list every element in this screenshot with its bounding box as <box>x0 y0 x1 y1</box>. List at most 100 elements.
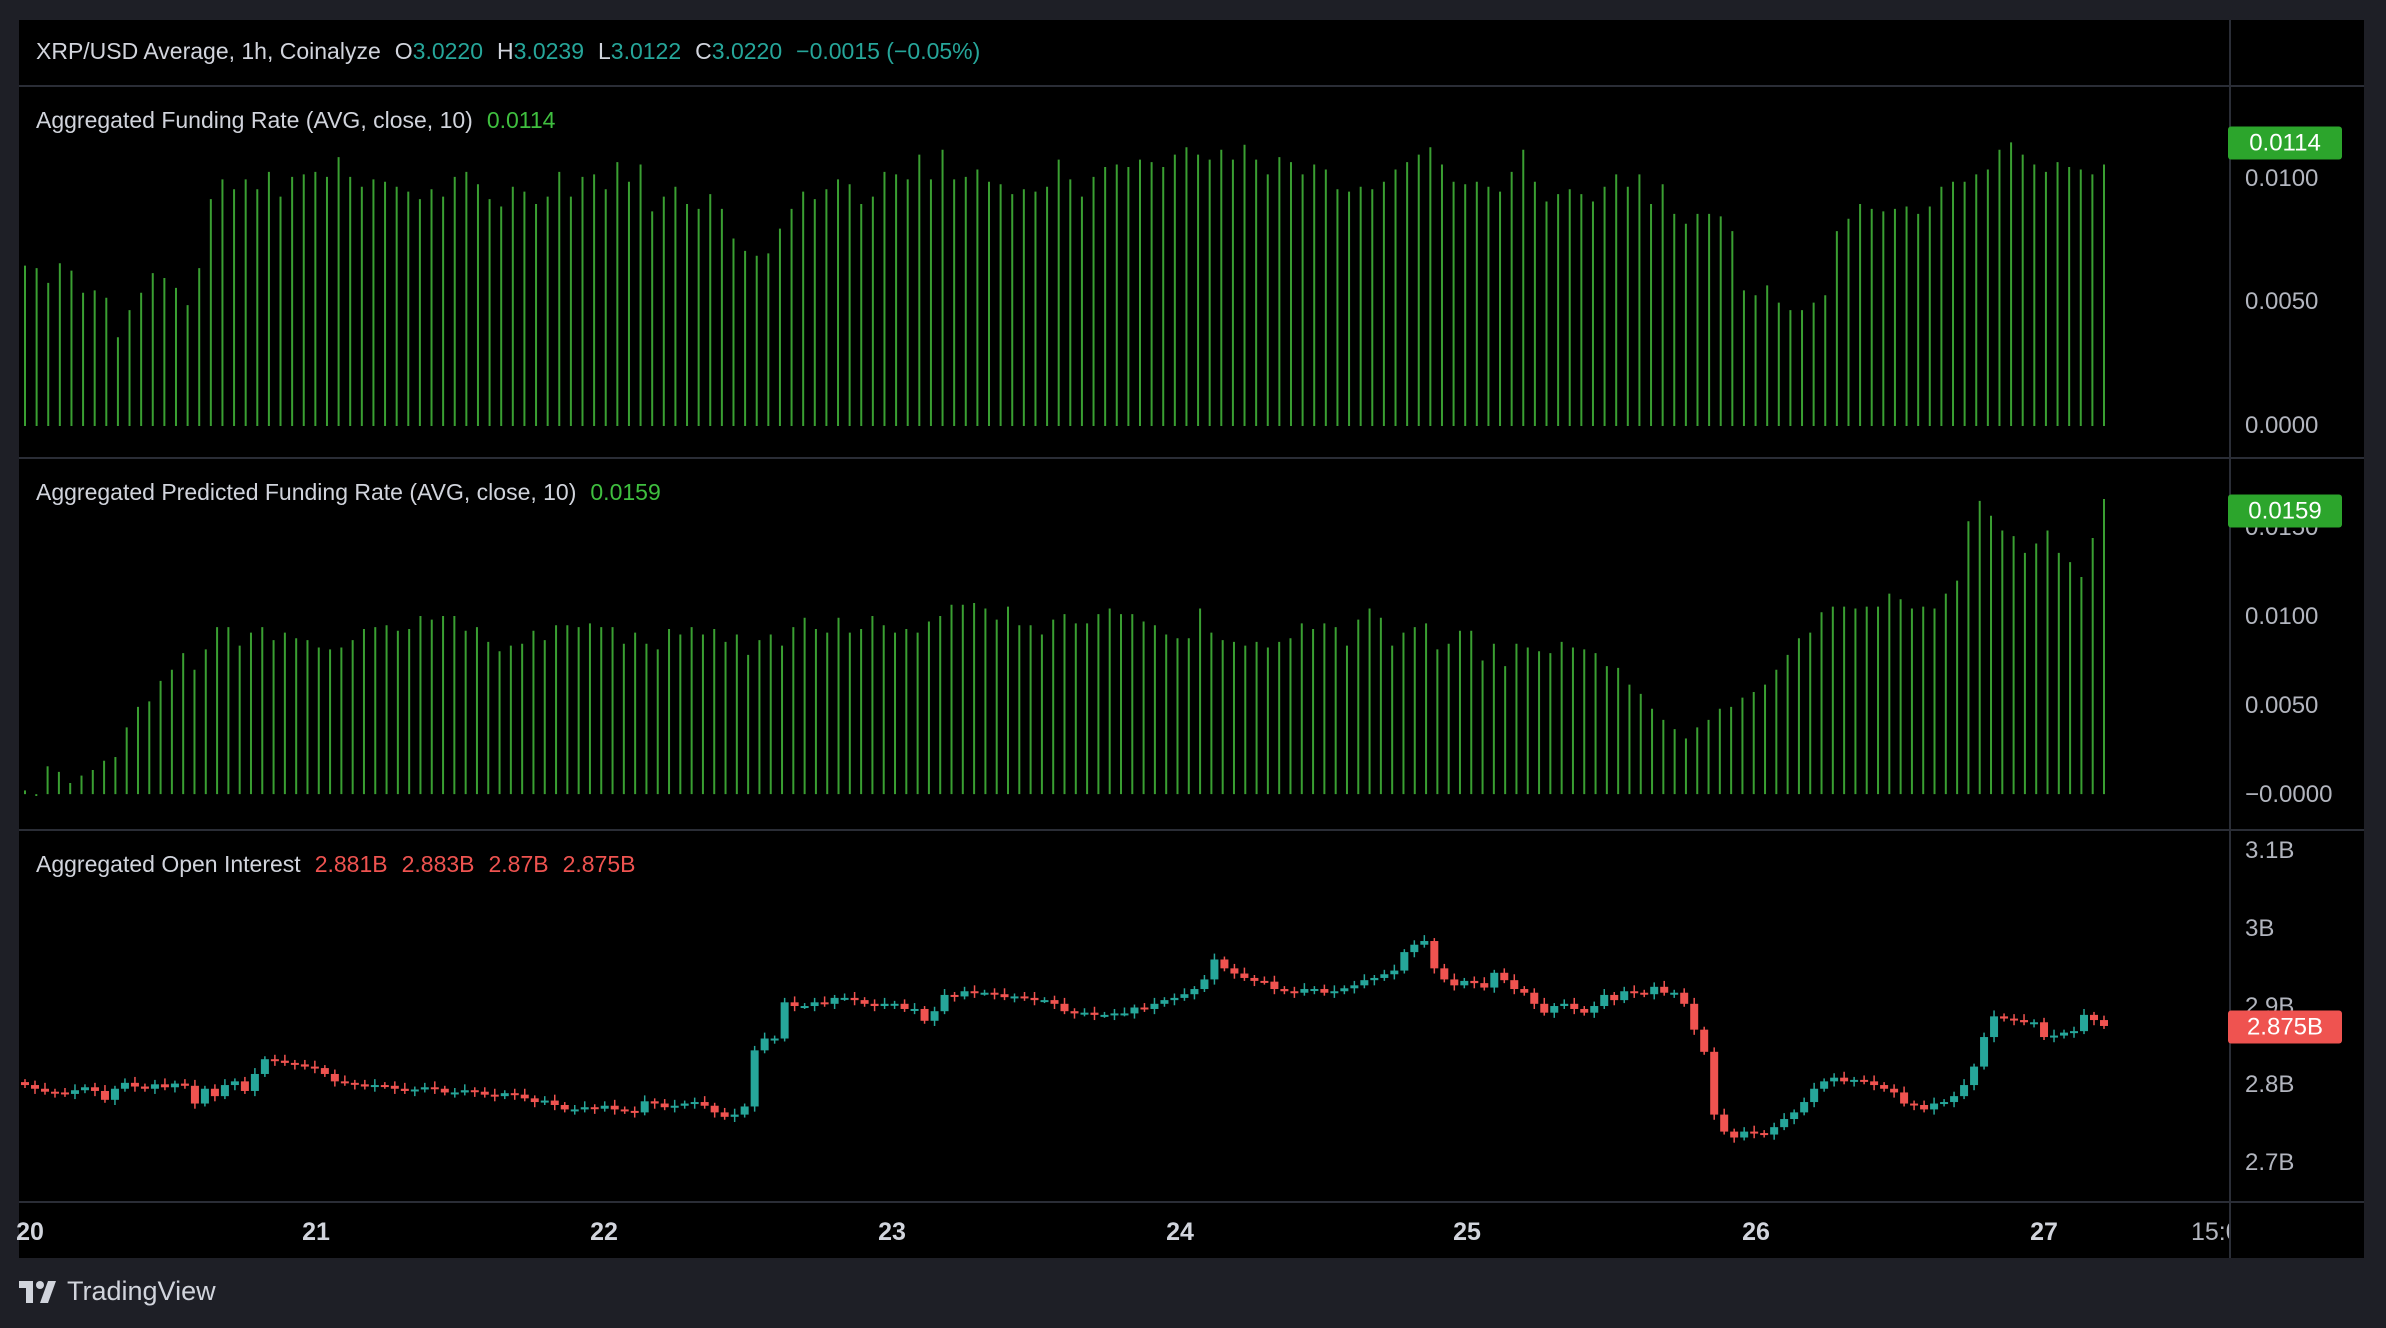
oi-candle-body <box>1090 1012 1099 1015</box>
oi-candle-body <box>970 991 979 994</box>
time-axis-label: 15:0 <box>2191 1218 2229 1246</box>
oi-candle-body <box>320 1068 329 1074</box>
oi-candle-body <box>1910 1103 1919 1106</box>
oi-candle-body <box>1810 1088 1819 1103</box>
oi-candle-body <box>630 1110 639 1113</box>
oi-candle-body <box>1830 1077 1839 1082</box>
symbol-title: XRP/USD Average, 1h, Coinalyze <box>36 38 381 64</box>
oi-candle-body <box>1650 986 1659 995</box>
predicted-axis-tick: 0.0050 <box>2245 692 2319 719</box>
oi-candle-body <box>150 1084 159 1089</box>
predicted-funding-legend[interactable]: Aggregated Predicted Funding Rate (AVG, … <box>36 479 675 506</box>
oi-candle-body <box>1930 1103 1939 1110</box>
oi-candle-body <box>1440 968 1449 980</box>
oi-candle-body <box>1030 997 1039 1001</box>
oi-candle-body <box>360 1084 369 1087</box>
oi-candle-body <box>2000 1016 2009 1019</box>
oi-candle-body <box>80 1087 89 1091</box>
oi-open-value: 2.881B <box>314 851 388 877</box>
funding-rate-title: Aggregated Funding Rate (AVG, close, 10) <box>36 107 473 133</box>
oi-candle-body <box>1430 941 1439 969</box>
oi-candle-body <box>820 1002 829 1005</box>
open-interest-legend[interactable]: Aggregated Open Interest 2.881B 2.883B 2.87… <box>36 851 650 878</box>
oi-candle-body <box>1070 1011 1079 1014</box>
tradingview-logo[interactable]: TradingView <box>19 1276 216 1307</box>
oi-candle-body <box>590 1107 599 1110</box>
oi-candle-body <box>1870 1081 1879 1086</box>
high-label: H <box>497 38 514 64</box>
oi-candle-body <box>1490 972 1499 988</box>
oi-candle-body <box>780 1002 789 1039</box>
pane-divider-2[interactable] <box>19 829 2364 831</box>
oi-candle-body <box>1190 989 1199 995</box>
oi-candle-body <box>40 1088 49 1092</box>
oi-candle-body <box>340 1081 349 1084</box>
oi-candle-body <box>1270 981 1279 990</box>
oi-candle-body <box>1050 1000 1059 1004</box>
oi-candle-body <box>850 997 859 1001</box>
time-axis-label: 27 <box>2030 1218 2058 1246</box>
oi-candle-body <box>510 1093 519 1096</box>
oi-candle-body <box>1040 1000 1049 1003</box>
oi-candle-body <box>920 1008 929 1021</box>
oi-candle-body <box>1620 991 1629 1001</box>
oi-candle-body <box>960 991 969 997</box>
tradingview-brand: TradingView <box>67 1276 216 1306</box>
oi-candle-body <box>1780 1119 1789 1128</box>
oi-candle-body <box>1340 988 1349 992</box>
oi-candle-body <box>210 1088 219 1097</box>
oi-candle-body <box>1450 979 1459 986</box>
low-value: 3.0122 <box>610 38 682 64</box>
oi-candle-body <box>120 1082 129 1089</box>
oi-candle-body <box>1310 989 1319 992</box>
oi-candle-body <box>100 1090 109 1100</box>
funding-last-value-badge: 0.0114 <box>2228 126 2342 160</box>
oi-candle-body <box>1460 980 1469 986</box>
oi-candle-body <box>1110 1013 1119 1016</box>
oi-candle-body <box>1890 1088 1899 1093</box>
oi-candle-body <box>840 997 849 1000</box>
oi-candle-body <box>490 1094 499 1097</box>
oi-candle-body <box>2070 1031 2079 1034</box>
oi-candle-body <box>1200 979 1209 990</box>
oi-candle-body <box>280 1060 289 1063</box>
oi-candle-body <box>2050 1035 2059 1038</box>
close-value: 3.0220 <box>711 38 783 64</box>
oi-candle-body <box>220 1085 229 1097</box>
oi-candle-body <box>1470 980 1479 984</box>
oi-candle-body <box>1670 992 1679 995</box>
oi-candle-body <box>60 1092 69 1095</box>
oi-candle-body <box>310 1066 319 1069</box>
predicted-last-value-badge: 0.0159 <box>2228 494 2342 528</box>
oi-candle-body <box>2010 1018 2019 1021</box>
symbol-legend[interactable]: XRP/USD Average, 1h, Coinalyze O3.0220 H3.… <box>36 38 994 65</box>
oi-candle-body <box>1630 991 1639 994</box>
funding-rate-legend[interactable]: Aggregated Funding Rate (AVG, close, 10)… <box>36 107 569 134</box>
funding-axis-tick: 0.0000 <box>2245 412 2319 439</box>
open-label: O <box>394 38 413 64</box>
oi-candle-body <box>470 1090 479 1093</box>
oi-candle-body <box>620 1109 629 1112</box>
oi-candle-body <box>1710 1051 1719 1115</box>
oi-candle-body <box>580 1107 589 1110</box>
oi-candle-body <box>140 1086 149 1089</box>
predicted-funding-value: 0.0159 <box>590 479 661 505</box>
oi-candle-body <box>1480 983 1489 988</box>
oi-candle-body <box>1400 952 1409 971</box>
oi-candle-body <box>200 1088 209 1104</box>
oi-candle-body <box>1760 1133 1769 1136</box>
oi-candle-body <box>890 1003 899 1006</box>
open-interest-candles <box>21 935 2108 1143</box>
oi-candle-body <box>1380 974 1389 978</box>
pane-divider-1[interactable] <box>19 457 2364 459</box>
oi-candle-body <box>760 1038 769 1051</box>
low-label: L <box>598 38 611 64</box>
oi-candle-body <box>2100 1020 2108 1026</box>
open-value: 3.0220 <box>412 38 484 64</box>
oi-candle-body <box>50 1091 59 1094</box>
oi-candle-body <box>400 1088 409 1091</box>
oi-candle-body <box>640 1101 649 1113</box>
oi-candle-body <box>240 1081 249 1091</box>
oi-candle-body <box>1000 994 1009 998</box>
